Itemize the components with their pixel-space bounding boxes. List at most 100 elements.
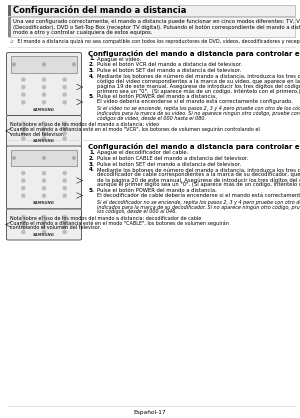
Text: Cuando el mando a distancia esté en el modo "VCR", los botones de volumen seguir: Cuando el mando a distancia esté en el m… (10, 127, 260, 133)
Text: 4.: 4. (89, 74, 95, 79)
Text: indicados para la marca de su vídeo. Si no aparece ningún otro código, pruebe co: indicados para la marca de su vídeo. Si … (97, 110, 300, 116)
FancyBboxPatch shape (7, 115, 82, 146)
Text: Si el vídeo no se enciende, repita los pasos 2, 3 y 4 pero pruebe con otro de lo: Si el vídeo no se enciende, repita los p… (97, 106, 300, 111)
Circle shape (63, 78, 67, 82)
Text: Configuración del mando a distancia para controlar el vídeo: Configuración del mando a distancia para… (88, 50, 300, 57)
Circle shape (21, 78, 25, 82)
Circle shape (63, 225, 67, 229)
FancyBboxPatch shape (7, 146, 82, 209)
Circle shape (21, 186, 25, 190)
Text: Pulse el botón SET del mando a distancia del televisor.: Pulse el botón SET del mando a distancia… (97, 68, 241, 73)
Text: página 19 de este manual. Asegúrese de introducir los tres dígitos del código, i: página 19 de este manual. Asegúrese de i… (97, 84, 300, 89)
Circle shape (63, 171, 67, 175)
Text: indicados para la marca de su decodificador. Si no aparece ningún otro código, p: indicados para la marca de su decodifica… (97, 204, 300, 209)
Text: Cuando el mando a distancia esté en el modo "CABLE", los botones de volumen segu: Cuando el mando a distancia esté en el m… (10, 220, 229, 226)
Circle shape (12, 63, 16, 66)
Circle shape (63, 215, 67, 219)
Text: Configuración del mando a distancia para controlar el decodificador de cable: Configuración del mando a distancia para… (88, 143, 300, 150)
FancyBboxPatch shape (7, 53, 82, 115)
Circle shape (72, 156, 76, 160)
Circle shape (63, 93, 67, 97)
Circle shape (42, 78, 46, 82)
Text: primero sea un "0".  (Si aparece más de un código, inténtelo con el primero.): primero sea un "0". (Si aparece más de u… (97, 88, 300, 94)
Text: SAMSUNG: SAMSUNG (33, 139, 55, 143)
Text: 2.: 2. (89, 156, 95, 161)
Circle shape (21, 178, 25, 183)
Circle shape (63, 85, 67, 89)
FancyBboxPatch shape (7, 209, 82, 240)
Text: Configuración del mando a distancia: Configuración del mando a distancia (13, 6, 186, 15)
Circle shape (63, 186, 67, 190)
Text: Mediante los botones de número del mando a distancia, introduzca los tres dígito: Mediante los botones de número del mando… (97, 167, 300, 173)
Circle shape (63, 194, 67, 198)
Text: Si el decodificador no se enciende, repita los pasos 2, 3 y 4 pero pruebe con ot: Si el decodificador no se enciende, repi… (97, 199, 300, 205)
Text: Apague el decodificador del cable.: Apague el decodificador del cable. (97, 150, 188, 155)
Text: ☞  El mando a distancia quizá no sea compatible con todos los reproductores de D: ☞ El mando a distancia quizá no sea comp… (10, 38, 300, 44)
Bar (11, 150, 77, 166)
Text: Una vez configurado correctamente, el mando a distancia puede funcionar en cinco: Una vez configurado correctamente, el ma… (13, 19, 300, 25)
Circle shape (42, 156, 46, 160)
Circle shape (42, 194, 46, 198)
Circle shape (21, 137, 25, 140)
Circle shape (63, 127, 67, 130)
Text: Pulse el botón POWER del mando a distancia.: Pulse el botón POWER del mando a distanc… (97, 94, 217, 99)
Text: SAMSUNG: SAMSUNG (33, 232, 55, 237)
Circle shape (21, 220, 25, 224)
Text: SAMSUNG: SAMSUNG (33, 108, 55, 112)
Circle shape (42, 171, 46, 175)
Circle shape (21, 225, 25, 229)
Text: El vídeo debería encenderse si el mando está correctamente configurado.: El vídeo debería encenderse si el mando … (97, 99, 293, 104)
Circle shape (63, 137, 67, 140)
Circle shape (42, 225, 46, 229)
Circle shape (42, 137, 46, 140)
Text: 1.: 1. (89, 150, 95, 155)
Text: de la página 20 de este manual. Asegúrese de introducir los tres dígitos del cód: de la página 20 de este manual. Asegúres… (97, 177, 300, 183)
Circle shape (72, 63, 76, 66)
Circle shape (42, 85, 46, 89)
Circle shape (42, 127, 46, 130)
Text: códigos de vídeo, desde el 000 hasta el 080.: códigos de vídeo, desde el 000 hasta el … (97, 115, 206, 121)
Circle shape (42, 186, 46, 190)
Circle shape (21, 127, 25, 130)
Circle shape (63, 230, 67, 234)
Circle shape (21, 93, 25, 97)
Circle shape (63, 220, 67, 224)
Text: Nota sobre el uso de los modos del mando a distancia: vídeo: Nota sobre el uso de los modos del mando… (10, 122, 159, 127)
Bar (8, 5, 11, 16)
Circle shape (63, 178, 67, 183)
Text: controlando el volumen del televisor.: controlando el volumen del televisor. (10, 225, 101, 230)
Circle shape (42, 230, 46, 234)
Text: Pulse el botón CABLE del mando a distancia del televisor.: Pulse el botón CABLE del mando a distanc… (97, 156, 248, 161)
Text: 4.: 4. (89, 167, 95, 172)
Circle shape (21, 122, 25, 125)
Circle shape (12, 156, 16, 160)
Circle shape (42, 100, 46, 104)
Circle shape (63, 100, 67, 104)
Circle shape (42, 122, 46, 125)
Text: volumen del televisor.: volumen del televisor. (10, 132, 64, 137)
Text: Pulse el botón VCR del mando a distancia del televisor.: Pulse el botón VCR del mando a distancia… (97, 62, 242, 67)
Text: 5.: 5. (89, 94, 95, 99)
Text: Mediante los botones de número del mando a distancia, introduzca los tres dígito: Mediante los botones de número del mando… (97, 74, 300, 79)
Bar (8, 17, 295, 36)
Text: Nota sobre el uso de los modos del mando a distancia: decodificador de cable: Nota sobre el uso de los modos del mando… (10, 216, 201, 221)
Text: Apague el vídeo.: Apague el vídeo. (97, 56, 141, 62)
Text: aunque el primer dígito sea un "0". (Si aparece más de un código, inténtelo con : aunque el primer dígito sea un "0". (Si … (97, 182, 300, 187)
Text: 5.: 5. (89, 188, 95, 193)
Circle shape (63, 132, 67, 135)
Circle shape (42, 93, 46, 97)
Text: El decodificador de cable debería encenderse si el mando está correctamente conf: El decodificador de cable debería encend… (97, 192, 300, 198)
Text: (Decodificador), DVD o Set-Top Box (receptor TV digital). Pulsando el botón corr: (Decodificador), DVD o Set-Top Box (rece… (13, 25, 300, 30)
Circle shape (42, 178, 46, 183)
Text: 1.: 1. (89, 56, 95, 61)
Text: Español-17: Español-17 (134, 410, 166, 415)
Bar (8, 5, 295, 16)
Text: SAMSUNG: SAMSUNG (33, 201, 55, 206)
Text: 3.: 3. (89, 68, 95, 73)
Text: Pulse el botón SET del mando a distancia del televisor.: Pulse el botón SET del mando a distancia… (97, 162, 241, 167)
Circle shape (21, 194, 25, 198)
Text: Pulse el botón POWER del mando a distancia.: Pulse el botón POWER del mando a distanc… (97, 188, 217, 193)
Text: modo a otro y controlar cualquiera de estos equipos.: modo a otro y controlar cualquiera de es… (13, 30, 152, 35)
Circle shape (63, 122, 67, 125)
Circle shape (21, 230, 25, 234)
